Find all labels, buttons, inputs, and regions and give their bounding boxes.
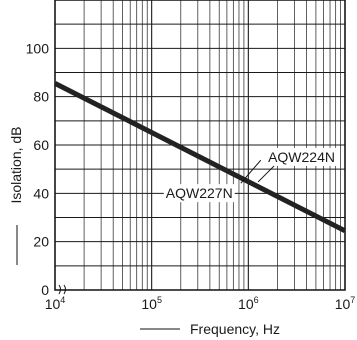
x-tick-label: 104 [45,295,66,312]
x-axis-label: Frequency, Hz [190,321,280,337]
annotation-aqw227n: AQW227N [163,159,262,203]
y-axis-label: Isolation, dB [8,126,24,203]
y-tick-label: 80 [33,89,49,105]
y-tick-label: 100 [26,40,50,56]
series-line [53,81,347,234]
y-tick-label: 40 [33,185,49,201]
annotation-leader-line [257,165,275,183]
annotation-background [163,184,235,203]
y-tick-label: 60 [33,137,49,153]
annotation-aqw224n: AQW224N [257,147,337,183]
x-tick-label: 107 [335,295,356,312]
axis-break-mark [58,284,66,295]
annotation-label: AQW224N [268,149,335,165]
annotation-leader-line [240,159,262,184]
plot-frame [54,0,346,291]
y-tick-label: 20 [33,234,49,250]
y-tick-label: 0 [41,282,49,298]
annotation-label: AQW227N [166,185,233,201]
x-tick-label: 106 [238,295,259,312]
x-tick-label: 105 [141,295,162,312]
annotation-background [266,147,337,166]
